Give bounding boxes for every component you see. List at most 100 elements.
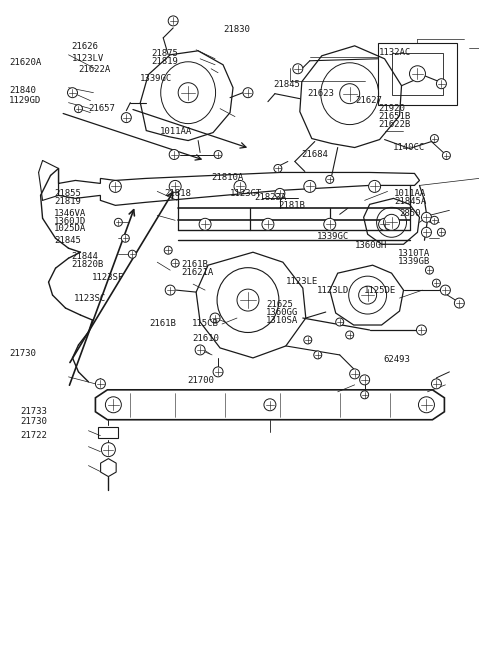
Text: 1125DE: 1125DE bbox=[363, 286, 396, 295]
Circle shape bbox=[74, 104, 83, 112]
Circle shape bbox=[109, 181, 121, 193]
Circle shape bbox=[264, 399, 276, 411]
Circle shape bbox=[168, 16, 178, 26]
Circle shape bbox=[359, 286, 377, 304]
Text: 21819: 21819 bbox=[152, 57, 179, 66]
Circle shape bbox=[121, 112, 132, 123]
Circle shape bbox=[213, 367, 223, 377]
Circle shape bbox=[346, 331, 354, 339]
Circle shape bbox=[199, 218, 211, 231]
Text: 21621A: 21621A bbox=[181, 267, 214, 277]
Text: 2850: 2850 bbox=[399, 209, 420, 217]
Circle shape bbox=[293, 64, 303, 74]
Circle shape bbox=[384, 214, 399, 231]
Circle shape bbox=[210, 313, 220, 323]
Circle shape bbox=[436, 79, 446, 89]
Text: 21855: 21855 bbox=[54, 189, 81, 198]
Circle shape bbox=[121, 235, 129, 242]
Text: 21657: 21657 bbox=[88, 104, 115, 113]
Circle shape bbox=[169, 150, 179, 160]
Text: 1011AA: 1011AA bbox=[159, 127, 192, 137]
Text: 21651B: 21651B bbox=[379, 112, 411, 121]
Text: 21626: 21626 bbox=[72, 42, 98, 51]
Circle shape bbox=[243, 87, 253, 98]
Text: 2161B: 2161B bbox=[149, 319, 176, 328]
Circle shape bbox=[360, 391, 369, 399]
Circle shape bbox=[369, 181, 381, 193]
Circle shape bbox=[262, 218, 274, 231]
Circle shape bbox=[304, 336, 312, 344]
Circle shape bbox=[128, 250, 136, 258]
Circle shape bbox=[379, 218, 391, 231]
Circle shape bbox=[96, 379, 106, 389]
Text: 21844: 21844 bbox=[72, 252, 98, 261]
Circle shape bbox=[324, 218, 336, 231]
Text: 62493: 62493 bbox=[384, 355, 410, 365]
Circle shape bbox=[304, 181, 316, 193]
Text: 21610: 21610 bbox=[192, 334, 219, 344]
Text: 21623: 21623 bbox=[307, 89, 334, 99]
Text: 1339GC: 1339GC bbox=[317, 233, 349, 241]
Text: 21875: 21875 bbox=[152, 49, 179, 58]
Text: 21820B: 21820B bbox=[72, 260, 104, 269]
Text: 21810A: 21810A bbox=[211, 173, 243, 183]
Circle shape bbox=[171, 260, 179, 267]
Circle shape bbox=[275, 189, 285, 198]
Text: 1025DA: 1025DA bbox=[54, 225, 86, 233]
Circle shape bbox=[340, 83, 360, 104]
Text: 1123SC: 1123SC bbox=[73, 294, 106, 303]
Circle shape bbox=[237, 289, 259, 311]
Text: 1310SA: 1310SA bbox=[266, 316, 298, 325]
Circle shape bbox=[336, 318, 344, 326]
Text: 21700: 21700 bbox=[187, 376, 214, 386]
Text: 21730: 21730 bbox=[9, 349, 36, 358]
Text: 21818: 21818 bbox=[164, 189, 191, 198]
Circle shape bbox=[114, 218, 122, 226]
Circle shape bbox=[164, 246, 172, 254]
Circle shape bbox=[432, 279, 441, 287]
Text: 1360GH: 1360GH bbox=[355, 242, 387, 250]
Text: 1123SF: 1123SF bbox=[92, 273, 124, 282]
Circle shape bbox=[431, 216, 438, 224]
Text: 1339GB: 1339GB bbox=[398, 257, 430, 266]
Circle shape bbox=[326, 175, 334, 183]
Circle shape bbox=[455, 298, 464, 308]
Text: 21845A: 21845A bbox=[394, 197, 426, 206]
Text: 21733: 21733 bbox=[21, 407, 48, 415]
Circle shape bbox=[419, 397, 434, 413]
Text: 1132AC: 1132AC bbox=[379, 47, 411, 57]
Circle shape bbox=[314, 351, 322, 359]
Circle shape bbox=[421, 212, 432, 222]
Text: 21920: 21920 bbox=[379, 104, 406, 113]
Text: 1123LE: 1123LE bbox=[286, 277, 318, 286]
Bar bbox=[392, 53, 444, 95]
Text: 21840: 21840 bbox=[9, 85, 36, 95]
Text: 1346VA: 1346VA bbox=[54, 209, 86, 217]
Text: 1123LV: 1123LV bbox=[72, 54, 104, 63]
Text: 1310TA: 1310TA bbox=[398, 249, 430, 258]
Circle shape bbox=[441, 285, 450, 295]
Circle shape bbox=[68, 87, 77, 98]
Circle shape bbox=[101, 443, 115, 457]
Text: 1123GT: 1123GT bbox=[229, 189, 262, 198]
Text: 21622B: 21622B bbox=[379, 120, 411, 129]
Circle shape bbox=[234, 181, 246, 193]
Circle shape bbox=[437, 228, 445, 237]
Circle shape bbox=[178, 83, 198, 102]
Text: 21830: 21830 bbox=[223, 25, 250, 34]
Text: 1140CC: 1140CC bbox=[393, 143, 425, 152]
Text: 21823A: 21823A bbox=[254, 193, 287, 202]
Text: 1123LD: 1123LD bbox=[317, 286, 349, 295]
Circle shape bbox=[106, 397, 121, 413]
Text: 21622A: 21622A bbox=[79, 65, 111, 74]
Text: 1360GG: 1360GG bbox=[266, 308, 298, 317]
Circle shape bbox=[360, 375, 370, 385]
Circle shape bbox=[425, 266, 433, 274]
Text: 21627: 21627 bbox=[355, 96, 382, 105]
Circle shape bbox=[274, 164, 282, 172]
Text: 21620A: 21620A bbox=[9, 58, 42, 67]
Text: 1339GC: 1339GC bbox=[140, 74, 172, 83]
Text: 21625: 21625 bbox=[266, 300, 293, 309]
Circle shape bbox=[214, 150, 222, 158]
Text: 2181B: 2181B bbox=[278, 201, 305, 210]
